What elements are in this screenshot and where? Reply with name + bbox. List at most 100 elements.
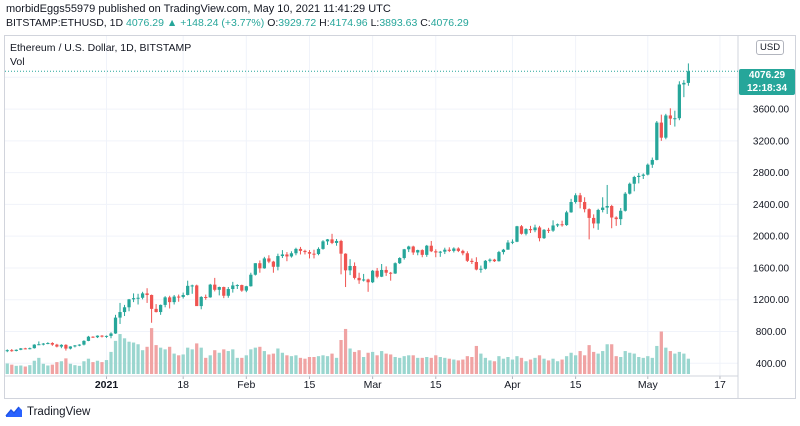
candle-body (217, 287, 221, 290)
candle-body (131, 298, 136, 300)
candle-body (402, 249, 406, 259)
candle-body (398, 258, 402, 264)
chart-frame[interactable] (4, 35, 796, 399)
volume-bar (371, 351, 375, 374)
candle-body (276, 256, 280, 267)
candle-body (343, 253, 348, 271)
volume-bar (195, 343, 199, 374)
x-tick-label: 17 (714, 379, 726, 391)
currency-badge[interactable]: USD (756, 40, 785, 55)
volume-bar (682, 353, 686, 374)
candle-body (646, 164, 650, 175)
volume-bar (59, 361, 64, 374)
candle-body (213, 284, 217, 290)
volume-bar (564, 356, 569, 374)
candle-body (77, 344, 82, 346)
volume-bar (623, 351, 627, 374)
volume-bar (285, 355, 289, 374)
candle-body (380, 269, 384, 277)
candle-body (199, 296, 203, 307)
candle-body (226, 289, 230, 296)
candle-body (583, 202, 587, 210)
candle-body (461, 250, 465, 254)
candle-body (145, 293, 149, 295)
candle-body (628, 183, 632, 194)
volume-bar (339, 340, 343, 374)
candle-body (186, 285, 190, 295)
candle-body (208, 284, 212, 298)
y-tick-label: 1600.00 (753, 263, 790, 274)
candle-body (506, 242, 510, 250)
volume-bar (650, 357, 654, 374)
volume-bar (64, 358, 68, 374)
candle-body (524, 229, 528, 234)
candle-body (555, 224, 560, 226)
candle-body (100, 335, 104, 337)
candles (5, 63, 691, 353)
candle-body (168, 297, 172, 303)
volume-bar (470, 357, 474, 374)
x-tick-label: May (638, 379, 659, 391)
volume-bar (307, 357, 312, 374)
bar-countdown: 12:18:34 (746, 83, 788, 94)
volume-bar (109, 351, 113, 374)
volume-bar (289, 356, 294, 374)
volume-bar (240, 357, 244, 374)
volume-bar (77, 365, 82, 374)
volume-bar (181, 354, 185, 374)
candle-body (334, 240, 339, 243)
volume-bar (578, 351, 582, 374)
volume-bar (163, 349, 167, 374)
candle-body (546, 229, 551, 231)
volume-bar (425, 357, 429, 374)
candle-body (50, 343, 54, 345)
candle-body (235, 285, 239, 287)
volume-bar (434, 355, 438, 374)
volume-bar (641, 357, 645, 374)
volume-bar (501, 358, 506, 374)
volume-bar (447, 358, 451, 374)
candle-body (285, 254, 289, 257)
candle-body (483, 260, 488, 269)
candle-body (389, 272, 393, 274)
candle-body (492, 259, 497, 262)
volume-bar (411, 355, 415, 374)
candle-body (64, 344, 68, 349)
volume-bar (592, 351, 596, 374)
volume-bar (158, 347, 163, 374)
candle-body (140, 293, 145, 298)
candle-body (519, 226, 524, 234)
volume-bar (271, 353, 276, 374)
volume-bar (222, 349, 226, 374)
volume-bar (366, 352, 370, 374)
volume-bar (583, 355, 587, 374)
candle-body (289, 253, 294, 257)
candle-body (596, 209, 600, 224)
volume-bar (637, 357, 641, 374)
volume-bar (393, 357, 397, 374)
volume-bar (479, 353, 483, 374)
volume-bar (235, 357, 239, 374)
chart-legend-title: Ethereum / U.S. Dollar, 1D, BITSTAMP (10, 42, 192, 54)
volume-bar (312, 357, 316, 374)
candle-body (501, 249, 506, 253)
candle-body (434, 251, 438, 253)
candle-body (59, 344, 64, 347)
y-tick-label: 400.00 (756, 359, 787, 370)
candle-body (10, 350, 14, 352)
volume-bar (104, 360, 109, 374)
candle-body (564, 212, 569, 226)
change-value: ▲ +148.24 (+3.77%) (166, 17, 265, 29)
volume-bar (294, 355, 298, 374)
x-tick-label: 2021 (95, 379, 119, 391)
volume-bar (389, 354, 393, 374)
candle-body (46, 343, 50, 345)
volume-bar (483, 357, 488, 374)
volume-bar (619, 357, 623, 374)
volume-bar (172, 353, 176, 374)
candle-body (231, 285, 235, 290)
volume-bar (253, 347, 257, 374)
volume-bars (5, 328, 691, 374)
candle-body (465, 253, 469, 261)
